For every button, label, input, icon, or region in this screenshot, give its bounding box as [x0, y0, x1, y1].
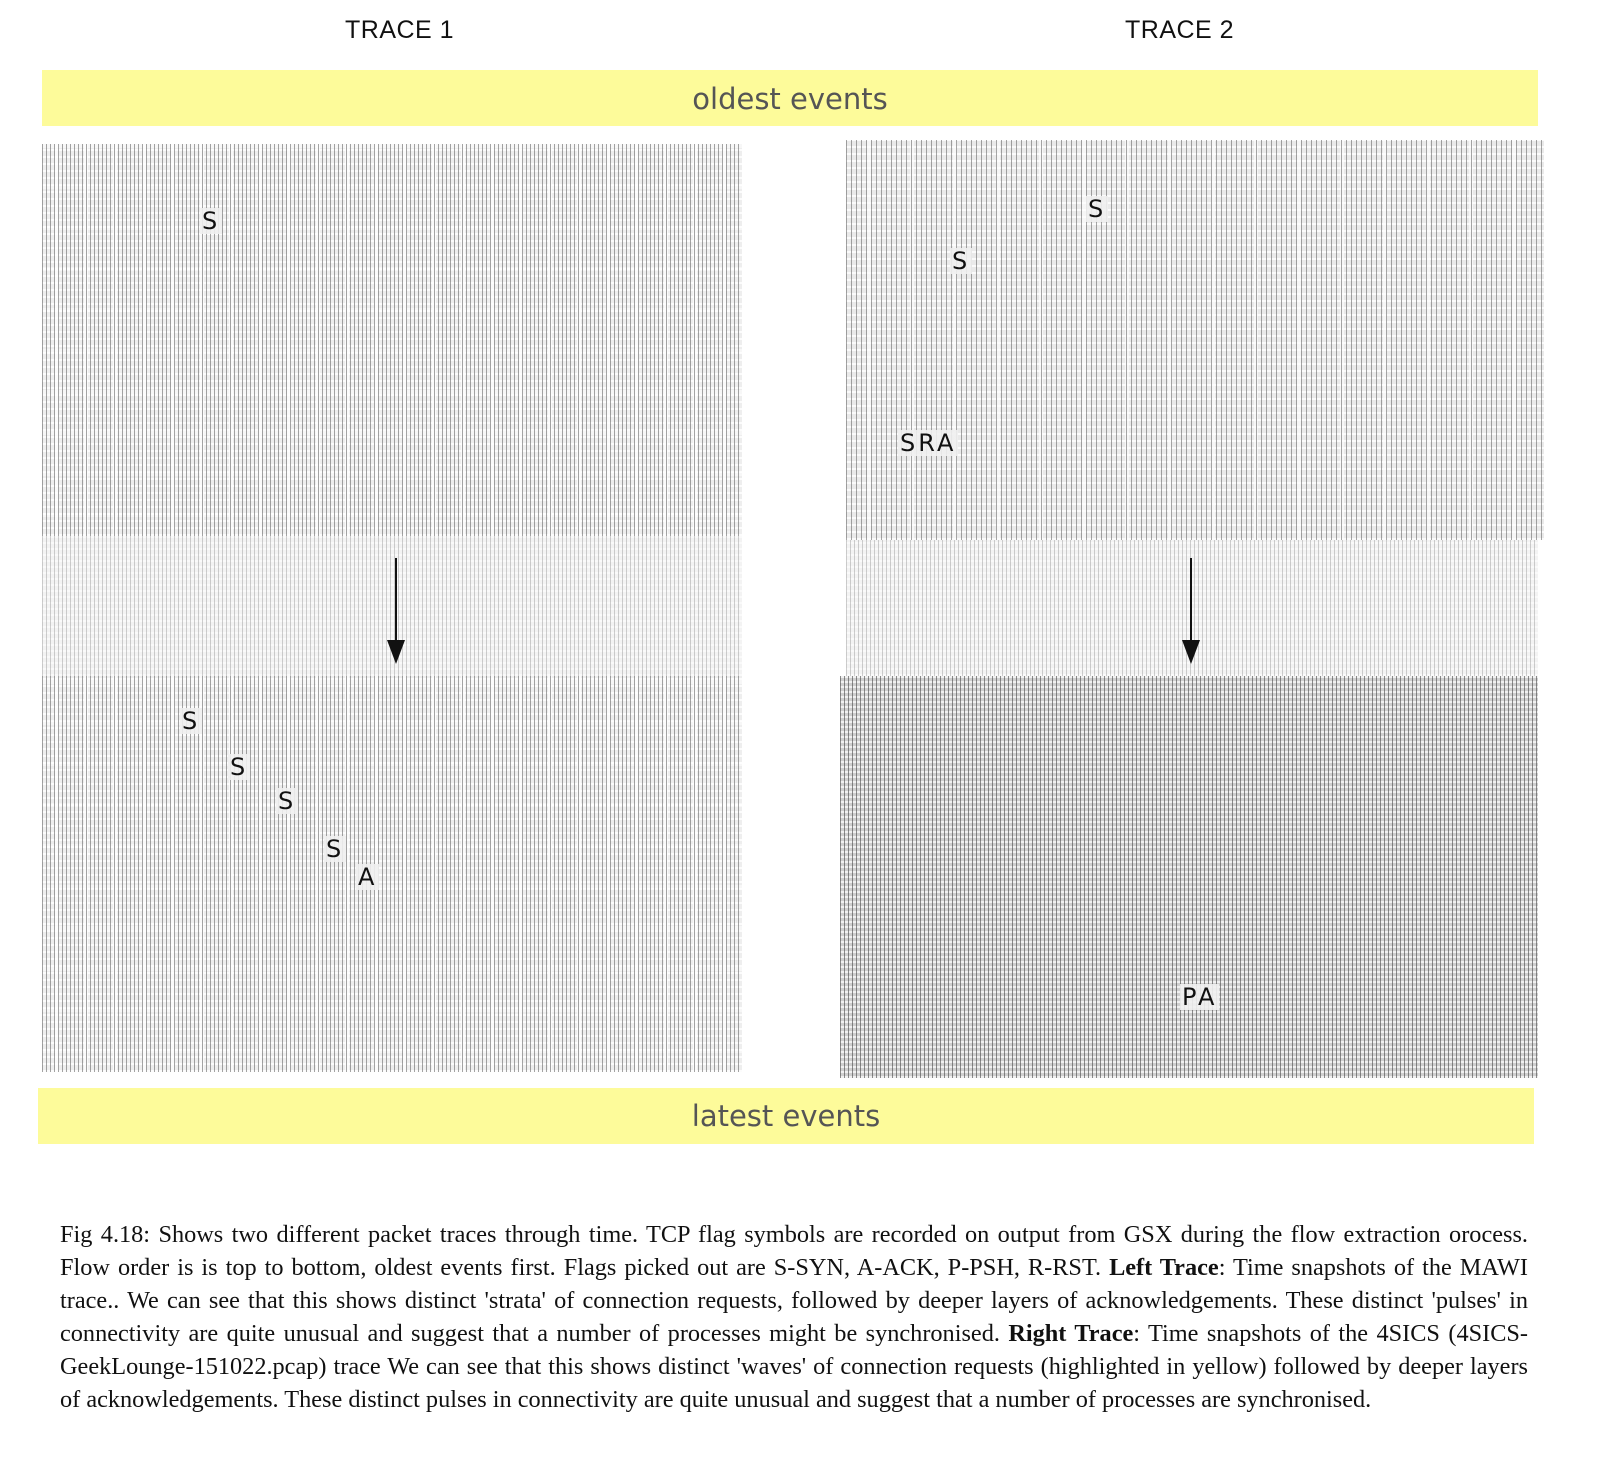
caption-right-trace-text: : Time snapshots of the 4SICS (4SICS-Gee… [60, 1320, 1529, 1413]
trace-2-syn-flag: S [950, 247, 973, 275]
trace-2-sra-flags: SRA [898, 429, 959, 457]
down-arrow-icon [1182, 558, 1200, 664]
oldest-events-band: oldest events [42, 70, 1538, 126]
trace-1-oldest-snapshot: S [42, 144, 742, 536]
latest-events-band: latest events [38, 1088, 1534, 1144]
trace-1-syn-flag: S [276, 787, 299, 815]
caption-left-trace-label: Left Trace [1109, 1254, 1219, 1281]
caption-intro: Fig 4.18: Shows two different packet tra… [60, 1221, 1528, 1281]
trace-2-pa-flags: PA [1180, 983, 1220, 1011]
trace-1-syn-flag: S [180, 707, 203, 735]
trace-2-time-gap [846, 540, 1538, 676]
trace-1-syn-flag: S [228, 753, 251, 781]
down-arrow-icon [387, 558, 405, 664]
trace-2-syn-flag: S [1086, 195, 1109, 223]
figure-caption: Fig 4.18: Shows two different packet tra… [60, 1218, 1528, 1416]
trace-1-latest-snapshot: S S S S A [42, 676, 742, 1072]
trace-1-ack-flag: A [356, 863, 380, 891]
trace-1-syn-flag: S [324, 835, 347, 863]
caption-left-trace-text: : Time snapshots of the MAWI trace.. We … [60, 1254, 1528, 1347]
trace-1-time-gap [42, 536, 742, 676]
trace-2-title: TRACE 2 [1125, 16, 1235, 44]
trace-2-oldest-snapshot: S S SRA [846, 140, 1544, 540]
trace-1-syn-flag: S [200, 207, 223, 235]
caption-right-trace-label: Right Trace [1008, 1320, 1134, 1347]
trace-2-latest-snapshot: PA [840, 676, 1538, 1078]
trace-1-title: TRACE 1 [345, 16, 455, 44]
